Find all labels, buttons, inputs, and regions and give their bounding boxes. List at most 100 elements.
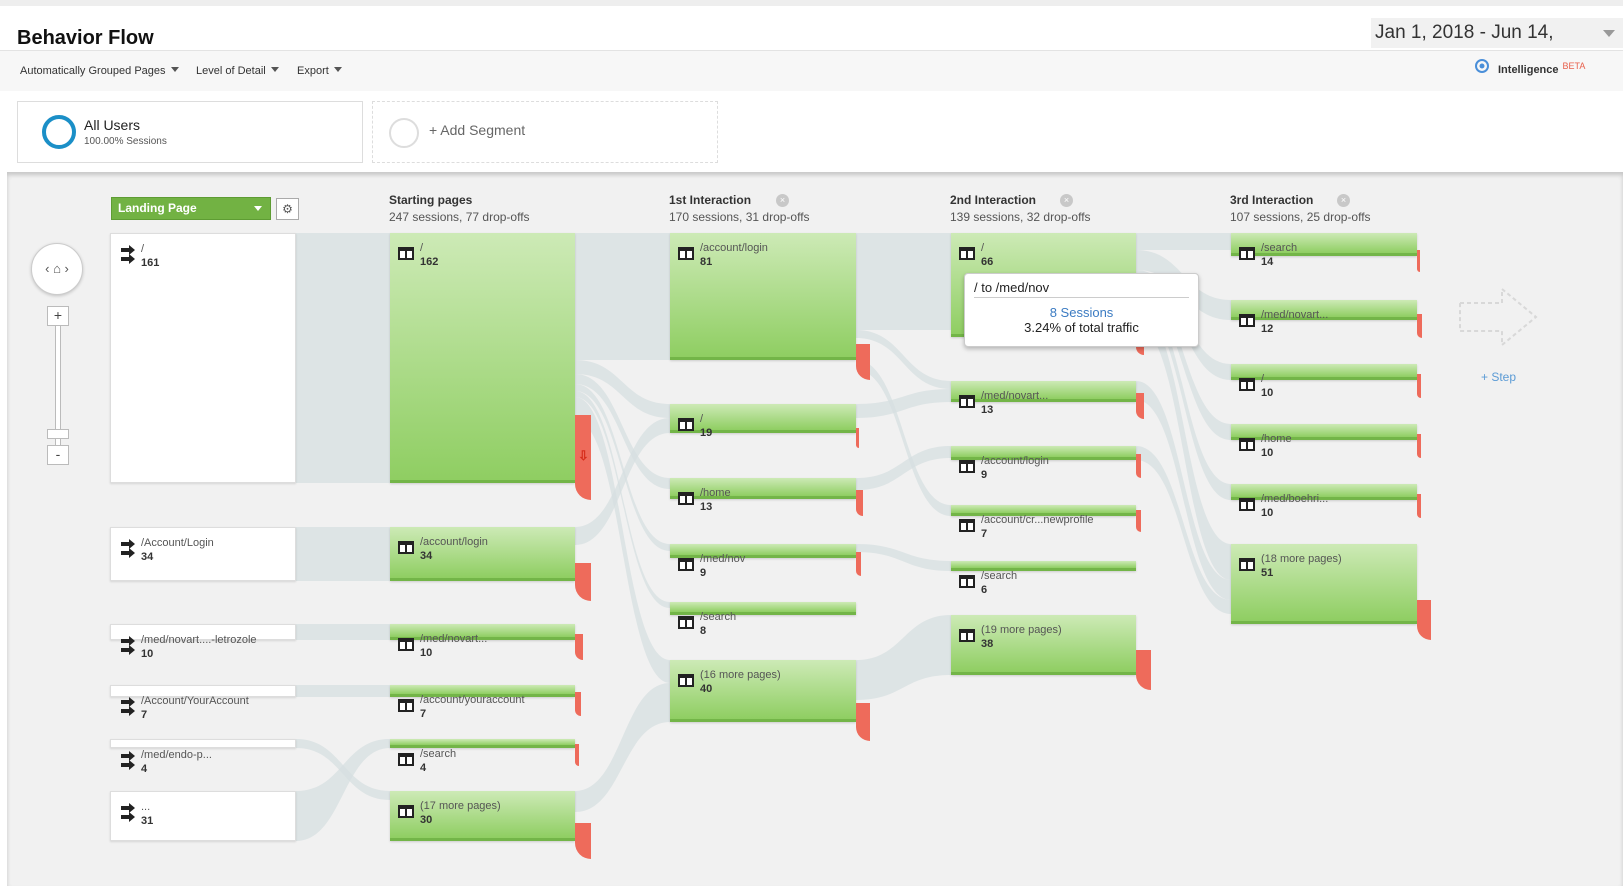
node-label: /med/novart....-letrozole <box>141 634 257 646</box>
dropoff-bar[interactable] <box>856 428 859 448</box>
close-icon[interactable]: × <box>1337 194 1350 207</box>
dropoff-bar[interactable] <box>1136 650 1151 690</box>
node-count: 19 <box>700 427 713 439</box>
export-menu[interactable]: Export <box>297 65 342 77</box>
add-step-button[interactable]: + Step <box>1481 370 1517 384</box>
column-summary-2nd: 139 sessions, 32 drop-offs <box>950 210 1091 224</box>
page-icon <box>398 805 414 818</box>
page-node[interactable]: /search 14 <box>1231 233 1417 268</box>
page-node[interactable]: /home 13 <box>670 478 856 513</box>
chevron-right-icon[interactable]: › <box>64 261 69 276</box>
landing-node[interactable]: /Account/YourAccount 7 <box>110 685 296 721</box>
node-label: /account/login <box>981 455 1049 467</box>
page-node[interactable]: /search 8 <box>670 602 856 637</box>
gear-icon[interactable]: ⚙ <box>276 198 299 220</box>
page-icon <box>1239 314 1255 327</box>
page-node[interactable]: /med/novart... 12 <box>1231 300 1417 335</box>
page-icon <box>1239 498 1255 511</box>
landing-node[interactable]: /med/novart....-letrozole 10 <box>110 624 296 660</box>
page-node[interactable]: /med/nov 9 <box>670 544 856 579</box>
landing-node[interactable]: /Account/Login 34 <box>110 527 296 581</box>
dropoff-bar[interactable] <box>856 344 870 380</box>
page-node[interactable]: /home 10 <box>1231 424 1417 459</box>
level-of-detail-menu[interactable]: Level of Detail <box>196 65 279 77</box>
page-title: Behavior Flow <box>17 27 154 49</box>
page-node[interactable]: (18 more pages) 51 <box>1231 544 1417 624</box>
page-node[interactable]: (16 more pages) 40 <box>670 660 856 722</box>
zoom-slider-handle[interactable] <box>47 429 69 439</box>
page-node[interactable]: /account/youraccount 7 <box>390 685 575 720</box>
zoom-out-button[interactable]: - <box>47 445 69 465</box>
dropoff-bar[interactable] <box>1136 510 1141 532</box>
column-summary-3rd: 107 sessions, 25 drop-offs <box>1230 210 1371 224</box>
node-count: 13 <box>700 501 713 513</box>
dropoff-bar[interactable] <box>575 634 583 660</box>
segment-all-users[interactable]: All Users 100.00% Sessions <box>17 101 363 163</box>
node-count: 10 <box>1261 387 1274 399</box>
column-title-2nd: 2nd Interaction <box>950 193 1037 207</box>
page-node[interactable]: /med/boehri... 10 <box>1231 484 1417 519</box>
page-node[interactable]: / 10 <box>1231 364 1417 399</box>
page-node[interactable]: /med/novart... 10 <box>390 624 575 659</box>
node-count: 10 <box>1261 507 1274 519</box>
dropoff-bar[interactable] <box>575 744 579 766</box>
grouped-pages-menu[interactable]: Automatically Grouped Pages <box>20 65 179 77</box>
landing-node[interactable]: / 161 <box>110 233 296 483</box>
node-label: /search <box>420 748 457 760</box>
page-node[interactable]: /account/login 9 <box>951 446 1136 481</box>
node-count: 31 <box>141 815 154 827</box>
landing-node[interactable]: /med/endo-p... 4 <box>110 739 296 775</box>
node-label: /med/boehri... <box>1261 493 1329 505</box>
page-icon <box>398 753 414 766</box>
page-node[interactable]: (17 more pages) 30 <box>390 791 575 841</box>
zoom-in-button[interactable]: + <box>47 306 69 326</box>
dropoff-bar[interactable] <box>1417 374 1421 398</box>
dropoff-bar[interactable] <box>1136 454 1141 478</box>
page-node[interactable]: /med/novart... 13 <box>951 381 1136 416</box>
dropoff-bar[interactable] <box>1417 314 1422 338</box>
home-pan-control[interactable]: ‹ ⌂ › <box>31 243 83 295</box>
step-arrow-icon[interactable] <box>1458 287 1538 347</box>
dropoff-bar[interactable] <box>1136 393 1144 419</box>
close-icon[interactable]: × <box>1060 194 1073 207</box>
close-icon[interactable]: × <box>776 194 789 207</box>
landing-node[interactable]: ... 31 <box>110 791 296 841</box>
segment-ring-icon <box>389 118 419 148</box>
page-node[interactable]: /search 6 <box>951 561 1136 596</box>
page-icon <box>678 418 694 431</box>
page-node[interactable]: / 19 <box>670 404 856 439</box>
intelligence-button[interactable]: Intelligence BETA <box>1498 61 1585 76</box>
dropoff-bar[interactable] <box>1417 250 1420 272</box>
dropoff-bar[interactable] <box>575 823 591 859</box>
dropoff-bar[interactable] <box>856 552 861 576</box>
home-icon[interactable]: ⌂ <box>53 261 61 276</box>
add-segment-button[interactable]: + Add Segment <box>372 101 718 163</box>
dropoff-bar[interactable] <box>1417 600 1431 640</box>
node-count: 81 <box>700 256 713 268</box>
dropoff-bar[interactable] <box>575 692 581 716</box>
page-node[interactable]: / 162 <box>390 233 575 483</box>
page-node[interactable]: /account/login 34 <box>390 527 575 581</box>
page-icon <box>959 519 975 532</box>
node-label: /med/nov <box>700 553 746 565</box>
node-count: 10 <box>141 648 154 660</box>
date-range-picker[interactable]: Jan 1, 2018 - Jun 14, 2018 <box>1371 18 1623 73</box>
dimension-dropdown[interactable]: Landing Page <box>111 197 271 220</box>
chevron-left-icon[interactable]: ‹ <box>45 261 50 276</box>
dropoff-bar[interactable] <box>1417 494 1421 518</box>
grouped-pages-label: Automatically Grouped Pages <box>20 65 166 77</box>
page-node[interactable]: (19 more pages) 38 <box>951 615 1136 675</box>
level-of-detail-label: Level of Detail <box>196 65 266 77</box>
dropoff-bar[interactable] <box>856 490 863 516</box>
dropoff-bar[interactable] <box>575 415 591 500</box>
page-node[interactable]: /account/cr...newprofile 7 <box>951 505 1136 540</box>
dropoff-bar[interactable] <box>1417 434 1421 458</box>
dropoff-bar[interactable] <box>575 563 591 601</box>
page-icon <box>959 629 975 642</box>
intelligence-icon[interactable] <box>1474 58 1490 74</box>
dropoff-bar[interactable] <box>856 703 870 741</box>
column-title-starting: Starting pages <box>389 193 473 207</box>
node-label: /search <box>1261 242 1298 254</box>
page-node[interactable]: /account/login 81 <box>670 233 856 360</box>
page-node[interactable]: /search 4 <box>390 739 575 774</box>
